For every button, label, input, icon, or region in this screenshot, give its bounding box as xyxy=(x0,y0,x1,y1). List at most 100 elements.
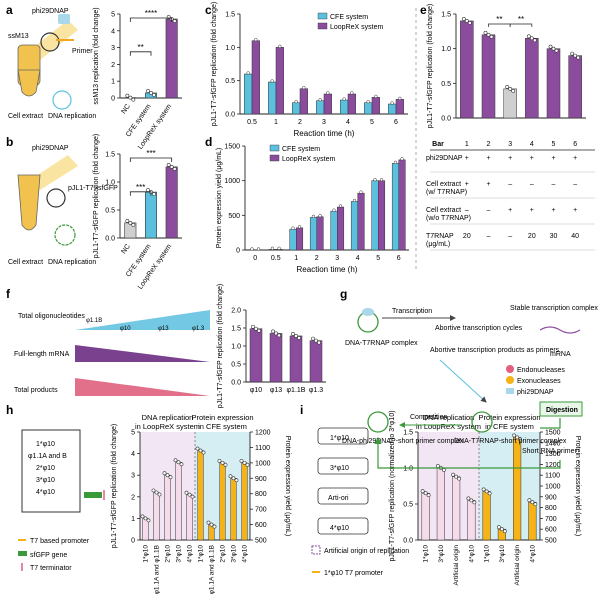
c-bar xyxy=(323,93,332,115)
h-section-title-1b: in LoopReX system xyxy=(135,422,200,431)
b-bar xyxy=(145,191,157,239)
e-sig: ** xyxy=(518,15,524,24)
h-rep-bar xyxy=(153,492,160,541)
h-ylabel-left: pJL1-T7-sfGFP replication (fold change) xyxy=(111,424,118,548)
f-bar xyxy=(309,340,323,383)
e-table-row-label-2: (μg/mL) xyxy=(426,241,450,248)
schematic-i: 1*φ10 3*φ10 Arti-ori 4*φ10 Artificial or… xyxy=(311,427,409,577)
e-point xyxy=(573,53,578,58)
i-legend-1: Artificial origin of replication xyxy=(324,548,409,555)
a-tick-label: 5 xyxy=(111,12,115,19)
e-point xyxy=(489,34,494,39)
i-exp-bar xyxy=(528,501,537,541)
i-xtick-rep: Artificial origin xyxy=(453,545,460,586)
f-bar xyxy=(289,335,303,383)
d-point xyxy=(393,160,398,164)
b-tick-label: 1.5 xyxy=(105,152,115,159)
schematic-f: Total oligonucleotides φ1.1B φ10 φ13 φ1.… xyxy=(14,310,210,396)
h-exp-bar xyxy=(230,478,237,541)
e-ylabel: pJL1-T7-sfGFP replication (fold change) xyxy=(427,4,434,128)
h-xtick-exp: 4*φ10 xyxy=(242,545,249,563)
h-point xyxy=(179,462,184,467)
b-tick-label: 0.0 xyxy=(105,236,115,243)
d-point xyxy=(270,246,275,250)
h-insert-2: φ1.1A and B xyxy=(28,453,67,460)
d-bar xyxy=(296,227,304,251)
h-point xyxy=(228,474,233,479)
panel-label-b: b xyxy=(6,135,13,149)
h-tick-label: 2 xyxy=(131,494,135,501)
b-point xyxy=(128,220,133,225)
h-point xyxy=(201,450,206,455)
e-table-cell: + xyxy=(508,207,512,214)
h-rep-bar xyxy=(186,494,193,541)
e-table-cell: – xyxy=(552,181,556,188)
h-xtick-exp: 3*φ10 xyxy=(231,545,238,563)
h-rep-bar xyxy=(164,474,171,541)
h-xtick-rep: 4*φ10 xyxy=(187,545,194,563)
i-legend-2: 1*φ10 T7 promoter xyxy=(324,570,384,577)
h-xtick-exp: 1*φ10 xyxy=(198,545,205,563)
i-construct-4: 4*φ10 xyxy=(330,525,349,532)
e-point xyxy=(526,34,531,39)
f-bar xyxy=(249,328,263,383)
g-complex1: DNA-T7RNAP complex xyxy=(345,340,418,347)
c-xtick-label: 3 xyxy=(322,119,326,126)
i-tick-label: 700 xyxy=(545,516,557,523)
e-table-cell: + xyxy=(573,207,577,214)
a-bar xyxy=(165,18,178,99)
panel-label-d: d xyxy=(205,135,212,149)
c-tick-label: 1.5 xyxy=(225,12,235,19)
h-point xyxy=(176,460,181,465)
d-point xyxy=(291,226,295,230)
c-bar xyxy=(316,100,325,115)
i-tick-label: 1200 xyxy=(545,462,561,469)
h-point xyxy=(217,458,222,463)
g-phi29: phi29DNAP xyxy=(517,389,554,396)
d-bar xyxy=(378,180,386,251)
e-table-cell: + xyxy=(465,181,469,188)
d-bar xyxy=(350,201,359,251)
f-xtick-label: φ1.3 xyxy=(309,387,323,394)
i-section-title-2b: in CFE system xyxy=(485,422,534,431)
i-point xyxy=(512,433,517,438)
d-point xyxy=(332,208,336,212)
d-point xyxy=(250,247,254,251)
i-point xyxy=(472,500,477,505)
e-table-cell: 20 xyxy=(528,233,536,240)
label-primer: Primer xyxy=(72,48,93,55)
i-tick-label: 800 xyxy=(545,505,557,512)
i-rep-bar xyxy=(452,476,461,541)
h-point xyxy=(173,458,178,463)
i-xtick-rep: 4*φ10 xyxy=(468,545,475,563)
h-xtick-rep: 1*φ10 xyxy=(143,545,150,563)
e-bar xyxy=(503,88,517,119)
d-bar xyxy=(309,217,318,251)
d-tick-label: 1000 xyxy=(224,178,240,185)
i-tick-label: 1100 xyxy=(545,473,560,480)
i-tick-label: 1.0 xyxy=(403,466,413,473)
legend-d: CFE system LoopReX system xyxy=(269,144,335,163)
i-xtick-exp: Artificial origin xyxy=(514,545,521,586)
i-xtick-exp: 4*φ10 xyxy=(529,545,536,563)
chart-b: 0.0 0.5 1.0 1.5 pJL1-T7-sfGFP replication (f… xyxy=(93,134,182,291)
c-point xyxy=(302,86,306,90)
panel-label-c: c xyxy=(205,3,212,17)
e-table-col: 3 xyxy=(508,141,512,148)
i-point xyxy=(454,474,459,479)
b-sig: *** xyxy=(136,183,145,192)
d-tick-label: 500 xyxy=(228,213,240,220)
c-point xyxy=(350,91,354,95)
i-point xyxy=(527,498,532,503)
h-point xyxy=(209,522,214,527)
panel-label-a: a xyxy=(6,3,13,17)
b-tick-label: 0.5 xyxy=(105,208,115,215)
i-construct-2: 3*φ10 xyxy=(330,465,349,472)
i-tick-label: 900 xyxy=(545,494,557,501)
h-section-title-1: DNA replication xyxy=(142,413,194,422)
c-bar xyxy=(395,99,404,115)
h-tick-label: 700 xyxy=(255,507,267,514)
